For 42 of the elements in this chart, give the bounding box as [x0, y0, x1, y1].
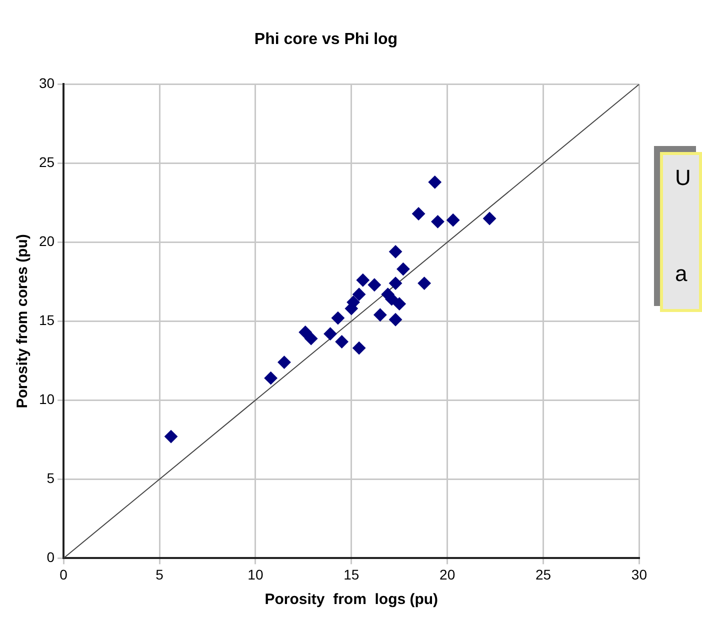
point: [352, 342, 366, 355]
point: [389, 245, 402, 258]
point: [446, 214, 460, 227]
y-axis-title: Porosity from cores (pu): [14, 234, 32, 408]
y-tick-label: 30: [38, 75, 55, 92]
y-tick-label: 0: [46, 549, 55, 566]
point: [389, 313, 402, 326]
chart-title: Phi core vs Phi log: [254, 31, 398, 48]
y-tick-label: 5: [46, 470, 55, 486]
point: [304, 332, 318, 346]
point: [356, 274, 370, 287]
x-tick-label: 25: [535, 566, 552, 582]
point: [385, 292, 398, 306]
point: [335, 335, 348, 348]
x-axis-title: Porosity from logs (pu): [264, 591, 438, 608]
point: [389, 276, 402, 290]
point: [374, 308, 387, 322]
point: [324, 327, 337, 340]
y-tick-label: 15: [38, 312, 55, 328]
y-tick-label: 20: [38, 233, 55, 250]
y-tick-label: 25: [38, 154, 55, 170]
point: [483, 212, 496, 225]
point: [418, 276, 431, 290]
x-tick-label: 20: [440, 566, 456, 582]
point: [352, 288, 366, 301]
x-tick-label: 5: [156, 566, 164, 582]
y-tick-label: 10: [38, 391, 55, 408]
x-tick-label: 30: [631, 566, 648, 582]
point: [412, 207, 426, 220]
point: [278, 356, 291, 369]
point: [392, 297, 406, 310]
point: [264, 372, 278, 385]
point: [431, 215, 444, 228]
point: [396, 262, 410, 276]
point: [331, 312, 344, 325]
point: [164, 430, 178, 444]
x-tick-label: 0: [60, 566, 68, 582]
point: [298, 326, 312, 339]
x-tick-label: 10: [248, 566, 264, 582]
point: [368, 278, 381, 292]
point: [428, 176, 442, 189]
x-tick-label: 15: [344, 566, 360, 582]
